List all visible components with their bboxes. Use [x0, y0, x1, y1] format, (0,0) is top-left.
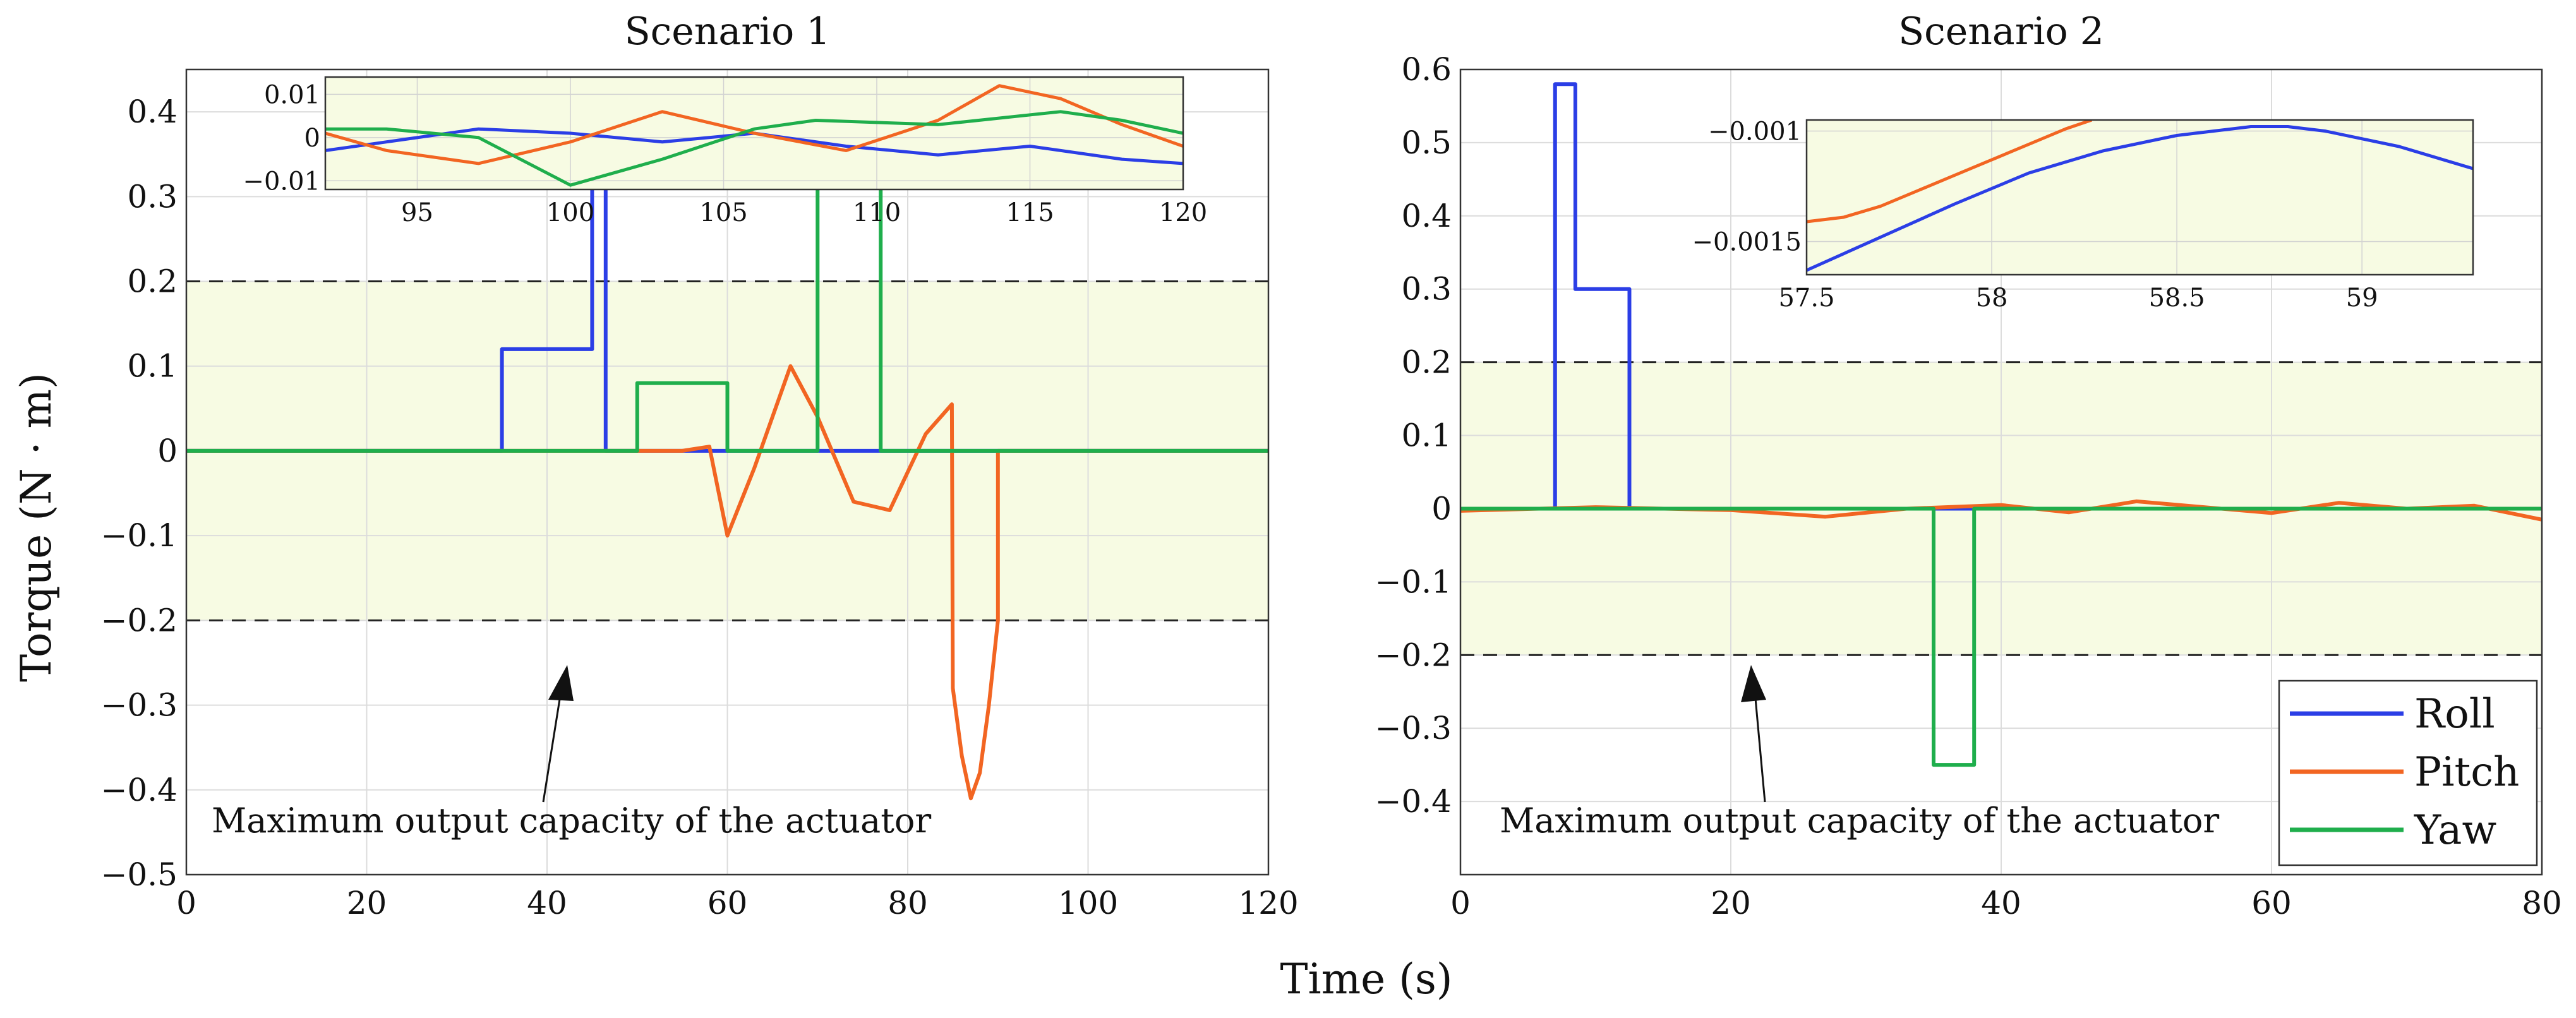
legend-label-pitch: Pitch [2414, 749, 2519, 796]
inset-y-tick-labels: −0.01 0 0.01 [243, 80, 320, 196]
series-line-yaw [1460, 506, 2542, 767]
annotation-text: Maximum output capacity of the actuator [212, 801, 931, 841]
x-tick-label: 60 [707, 885, 748, 921]
series-group [1460, 82, 2543, 767]
series-line-roll [1460, 82, 2542, 511]
legend-label-yaw: Yaw [2414, 807, 2496, 854]
inset-x-tick-label: 95 [401, 198, 433, 227]
inset-series-line-roll [1807, 125, 2473, 272]
y-tick-label: 0.4 [1401, 198, 1452, 234]
x-tick-label: 80 [2522, 885, 2562, 921]
x-tick-label: 20 [1711, 885, 1751, 921]
inset-zoom: −0.0015 −0.001 57.5 58 58.5 59 [1692, 117, 2474, 313]
x-tick-label: 120 [1238, 885, 1298, 921]
legend-label-roll: Roll [2414, 691, 2495, 738]
y-tick-label: 0.1 [127, 348, 178, 385]
inset-frame [324, 76, 1184, 191]
inset-x-tick-label: 59 [2346, 284, 2378, 313]
y-tick-label: −0.5 [101, 856, 178, 893]
y-tick-label: 0.2 [1401, 344, 1452, 381]
y-tick-label: −0.4 [101, 772, 178, 808]
inset-x-tick-label: 57.5 [1778, 284, 1834, 313]
inset-x-tick-label: 100 [546, 198, 594, 227]
y-tick-labels: −0.5 −0.4 −0.3 −0.2 −0.1 0 0.1 0.2 0.3 0.4 [101, 93, 178, 893]
y-tick-label: 0.5 [1401, 124, 1452, 161]
y-axis-label: Torque (N · m) [12, 373, 61, 682]
inset-series-line-pitch [325, 84, 1183, 165]
annotation-arrow [542, 665, 574, 803]
inset-y-tick-label: −0.001 [1708, 117, 1802, 147]
inset-x-tick-label: 120 [1159, 198, 1207, 227]
inset-series-clip [325, 84, 1183, 187]
x-tick-label: 60 [2251, 885, 2292, 921]
inset-x-tick-labels: 95 100 105 110 115 120 [401, 198, 1207, 227]
x-tick-label: 100 [1058, 885, 1118, 921]
inset-y-tick-label: −0.01 [243, 167, 320, 196]
inset-y-tick-label: 0 [304, 124, 320, 153]
inset-frame [1805, 119, 2474, 276]
y-tick-label: −0.1 [1375, 563, 1452, 600]
inset-series-group [325, 84, 1183, 187]
inset-x-tick-label: 58 [1976, 284, 2008, 313]
x-tick-label: 40 [527, 885, 567, 921]
inset-series-line-yaw [325, 110, 1183, 187]
y-tick-label: −0.3 [101, 687, 178, 724]
y-tick-label: 0.3 [1401, 271, 1452, 308]
legend-items: Roll Pitch Yaw [2290, 691, 2519, 854]
axes-frame [185, 68, 1270, 876]
annotation-arrow [1741, 665, 1766, 803]
y-tick-label: 0.3 [127, 178, 178, 215]
inset-y-tick-labels: −0.0015 −0.001 [1692, 117, 1802, 257]
y-tick-label: 0.4 [127, 93, 178, 130]
x-tick-labels: 0 20 40 60 80 100 120 [176, 885, 1299, 921]
inset-series-line-pitch [1807, 120, 2093, 224]
inset-x-tick-label: 58.5 [2149, 284, 2205, 313]
inset-x-tick-label: 105 [699, 198, 747, 227]
panel-scenario-1: −0.5 −0.4 −0.3 −0.2 −0.1 0 0.1 0.2 0.3 0.4 0 20 40 6… [101, 9, 1299, 921]
y-tick-label: 0 [1431, 490, 1452, 527]
y-tick-label: −0.2 [1375, 637, 1452, 673]
inset-series-group [1807, 120, 2473, 272]
x-tick-label: 20 [347, 885, 387, 921]
y-tick-label: −0.2 [101, 602, 178, 638]
x-tick-label: 40 [1981, 885, 2021, 921]
series-group [186, 152, 1268, 801]
y-tick-labels: −0.4 −0.3 −0.2 −0.1 0 0.1 0.2 0.3 0.4 0.5 0.6 [1375, 51, 1452, 820]
inset-grid [1806, 120, 2473, 275]
legend: Roll Pitch Yaw [2278, 680, 2538, 866]
y-tick-label: 0 [157, 433, 178, 469]
series-line-yaw [186, 169, 1268, 453]
y-tick-label: 0.6 [1401, 51, 1452, 88]
axes-frame [1459, 68, 2543, 876]
inset-y-tick-label: −0.0015 [1692, 228, 1802, 257]
y-tick-label: 0.1 [1401, 417, 1452, 454]
x-axis-label: Time (s) [1280, 955, 1452, 1003]
x-tick-label: 0 [1450, 885, 1471, 921]
series-line-pitch [186, 364, 1268, 801]
y-tick-label: 0.2 [127, 263, 178, 300]
panel-scenario-2: −0.4 −0.3 −0.2 −0.1 0 0.1 0.2 0.3 0.4 0.5 0.6 0 20 4… [1375, 9, 2562, 921]
inset-x-tick-label: 110 [853, 198, 901, 227]
y-tick-label: −0.1 [101, 517, 178, 554]
series-line-roll [186, 152, 1268, 453]
inset-x-tick-label: 115 [1006, 198, 1054, 227]
x-tick-label: 0 [176, 885, 196, 921]
x-tick-label: 80 [888, 885, 928, 921]
annotation-text: Maximum output capacity of the actuator [1500, 801, 2219, 841]
chart-title: Scenario 1 [625, 9, 831, 54]
y-tick-label: −0.3 [1375, 710, 1452, 746]
inset-series-clip [1807, 120, 2473, 272]
inset-zoom: −0.01 0 0.01 95 100 105 110 115 120 [243, 76, 1207, 227]
y-tick-label: −0.4 [1375, 783, 1452, 820]
inset-y-tick-label: 0.01 [264, 80, 320, 109]
inset-x-tick-labels: 57.5 58 58.5 59 [1778, 284, 2378, 313]
x-tick-labels: 0 20 40 60 80 [1450, 885, 2562, 921]
chart-title: Scenario 2 [1898, 9, 2104, 54]
